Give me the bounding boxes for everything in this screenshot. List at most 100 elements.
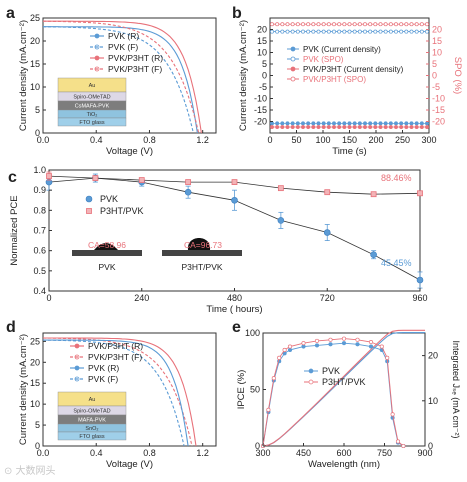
panel-b-series-0-point-8 — [311, 121, 316, 126]
panel-b-ytick-label-2: -10 — [254, 94, 267, 104]
panel-b-series-3-point-21 — [378, 22, 383, 27]
panel-b-series-2-point-14 — [342, 125, 347, 129]
panel-b-series-3-point-14 — [342, 22, 347, 27]
panel-e-xtick-label-4: 900 — [417, 448, 432, 458]
panel-e-ytick-label-2: 100 — [245, 328, 260, 338]
panel-d-stack-layer-label-2: MAFA-PVK — [78, 418, 106, 424]
panel-b-ytick-label-0: -20 — [254, 117, 267, 127]
panel-b-series-2-point-11 — [326, 125, 331, 129]
panel-c-xtick-label-0: 0 — [46, 293, 51, 303]
panel-b-series-3-point-28 — [414, 22, 419, 27]
panel-a-frame — [42, 17, 217, 134]
panel-c-series-1-point-6 — [324, 189, 331, 196]
panel-b-series-3-point-16 — [352, 22, 357, 27]
panel-d-stack-layer-label-0: Au — [89, 397, 96, 403]
panel-b-series-0-point-4 — [290, 121, 295, 126]
panel-b-series-2-point-2 — [280, 125, 285, 129]
panel-e-series-1-point-3 — [277, 355, 282, 360]
panel-d-stack-layer-4 — [57, 431, 127, 441]
panel-d-series-2 — [43, 339, 189, 447]
panel-c-series-1-point-1 — [92, 175, 99, 181]
panel-b-series-1-point-2 — [280, 29, 285, 34]
panel-b-series-2-point-10 — [321, 125, 326, 129]
panel-e-series-1-point-10 — [355, 337, 360, 342]
panel-b-series-2-point-22 — [383, 125, 388, 129]
panel-d-label: d — [6, 319, 16, 336]
panel-b-series-2-point-0 — [270, 125, 274, 129]
panel-c-ytick-label-4: 0.8 — [33, 205, 46, 215]
panel-a-ytick-label-5: 25 — [30, 13, 40, 23]
panel-a-series-1 — [42, 26, 194, 134]
panel-e-series-1-point-15 — [395, 439, 401, 444]
panel-b-series-3-point-15 — [347, 22, 352, 27]
panel-b-series-3-point-4 — [290, 22, 295, 27]
panel-b-series-3-point-24 — [394, 22, 398, 27]
panel-b-series-0-point-29 — [419, 121, 424, 126]
panel-b-series-3-point-6 — [301, 22, 305, 27]
panel-c-series-0-point-5 — [277, 217, 285, 224]
panel-b-xtick-label-5: 250 — [395, 135, 410, 145]
panel-b-series-3-point-1 — [275, 22, 280, 27]
panel-b-series-1-point-4 — [290, 29, 295, 34]
panel-b-series-1-point-16 — [352, 29, 357, 34]
panel-b-xlabel: Time (s) — [332, 146, 366, 157]
panel-d-legend-text-3: PVK (F) — [88, 374, 118, 384]
panel-b-series-0-point-16 — [352, 121, 357, 126]
panel-b-series-0-point-30 — [425, 121, 429, 126]
panel-a-legend-marker-3 — [94, 66, 100, 72]
panel-b-series-2-point-25 — [399, 125, 404, 129]
panel-e-integrated-0 — [262, 332, 425, 447]
panel-b-ylabel: Current density (mA.cm⁻²) — [238, 20, 249, 131]
panel-d-legend-text-0: PVK/P3HT (R) — [88, 341, 143, 351]
panel-d-legend-marker-3 — [74, 376, 80, 382]
panel-b-series-2-point-15 — [347, 125, 352, 129]
panel-a-ytick-label-2: 10 — [30, 82, 40, 92]
panel-e-series-1-point-5 — [287, 344, 293, 349]
panel-b-series-2-point-29 — [419, 125, 424, 129]
panel-b-y2tick-label-5: 5 — [432, 59, 437, 69]
panel-d-ytick-label-5: 25 — [30, 336, 40, 346]
panel-c-series-1-point-7 — [370, 191, 377, 198]
panel-b-series-3-point-19 — [368, 22, 373, 27]
panel-b-series-3-point-27 — [409, 22, 414, 27]
panel-a-series-3 — [43, 20, 200, 134]
panel-c-ca-pvk-caption: PVK — [98, 262, 115, 272]
panel-b-series-3-point-11 — [326, 22, 331, 27]
panel-b-xtick-label-1: 50 — [291, 135, 301, 145]
panel-a-ytick-label-4: 20 — [30, 36, 40, 46]
panel-d-stack-layer-label-1: Spiro-OMeTAD — [73, 409, 110, 415]
panel-c-ytick-label-5: 0.9 — [33, 185, 46, 195]
panel-b-legend-marker-3 — [290, 76, 296, 82]
panel-a-stack-layer-label-2: CsMAFA-PVK — [75, 104, 110, 110]
panel-b-xtick-label-3: 150 — [342, 135, 357, 145]
panel-d-ylabel: Current density (mA.cm⁻²) — [18, 334, 29, 445]
panel-b-series-2-point-4 — [290, 125, 295, 129]
panel-c-ytick-label-1: 0.5 — [33, 266, 46, 276]
panel-b-xtick-label-0: 0 — [267, 135, 272, 145]
panel-b-series-2-point-24 — [394, 125, 398, 129]
panel-c-xlabel: Time ( hours) — [206, 304, 262, 315]
panel-b-series-1-point-26 — [404, 29, 409, 34]
panel-a-legend-marker-1 — [94, 44, 100, 50]
panel-b-series-1-point-19 — [368, 29, 373, 34]
panel-d-legend-marker-2 — [74, 365, 80, 371]
panel-b-series-3-point-7 — [306, 22, 311, 27]
panel-b-series-2-point-5 — [295, 125, 300, 129]
panel-e-y2tick-label-0: 0 — [428, 441, 433, 451]
panel-b-ytick-label-4: 0 — [262, 71, 267, 81]
panel-b-y2tick-label-6: 10 — [432, 48, 442, 58]
panel-b-series-2-point-27 — [409, 125, 414, 129]
panel-c-ytick-label-3: 0.7 — [33, 226, 46, 236]
panel-c-annotation-pvk: 45.45% — [381, 258, 412, 268]
panel-b-series-0-point-15 — [347, 121, 352, 126]
panel-b-series-2-point-9 — [316, 125, 321, 129]
panel-b-series-3-point-9 — [316, 22, 321, 27]
panel-a-stack-layer-4 — [57, 117, 127, 127]
panel-d-xtick-label-0: 0.0 — [37, 448, 50, 458]
panel-c-xtick-label-4: 960 — [412, 293, 427, 303]
panel-a-ytick-label-0: 0 — [35, 128, 40, 138]
panel-b-label: b — [232, 5, 242, 22]
panel-c-legend-marker-1 — [86, 208, 92, 214]
panel-e-series-0-point-9 — [341, 341, 347, 346]
panel-b-series-0-point-2 — [280, 121, 285, 126]
